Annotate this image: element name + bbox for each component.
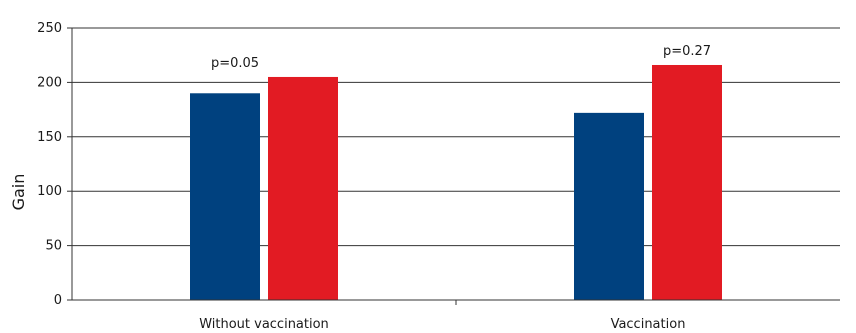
p-value-annotation: p=0.27	[663, 44, 711, 59]
bar	[268, 76, 338, 301]
p-value-annotation: p=0.05	[211, 56, 259, 71]
y-tick-label: 200	[37, 75, 62, 90]
y-tick-label: 0	[54, 293, 62, 308]
bar	[652, 64, 722, 300]
bar	[190, 93, 260, 300]
y-tick-label: 100	[37, 184, 62, 199]
y-axis-title: Gain	[9, 174, 28, 211]
bars	[190, 64, 722, 301]
labels: 0 50 100 150 200 250 Without vaccination p=0.05…	[37, 21, 711, 332]
x-category-label: Without vaccination	[199, 317, 329, 332]
x-category-label: Vaccination	[611, 317, 686, 332]
y-tick-label: 50	[45, 239, 62, 254]
y-tick-label: 250	[37, 21, 62, 36]
axes	[67, 27, 840, 305]
y-tick-label: 150	[37, 130, 62, 145]
bar	[574, 112, 644, 300]
gridlines	[72, 27, 840, 247]
